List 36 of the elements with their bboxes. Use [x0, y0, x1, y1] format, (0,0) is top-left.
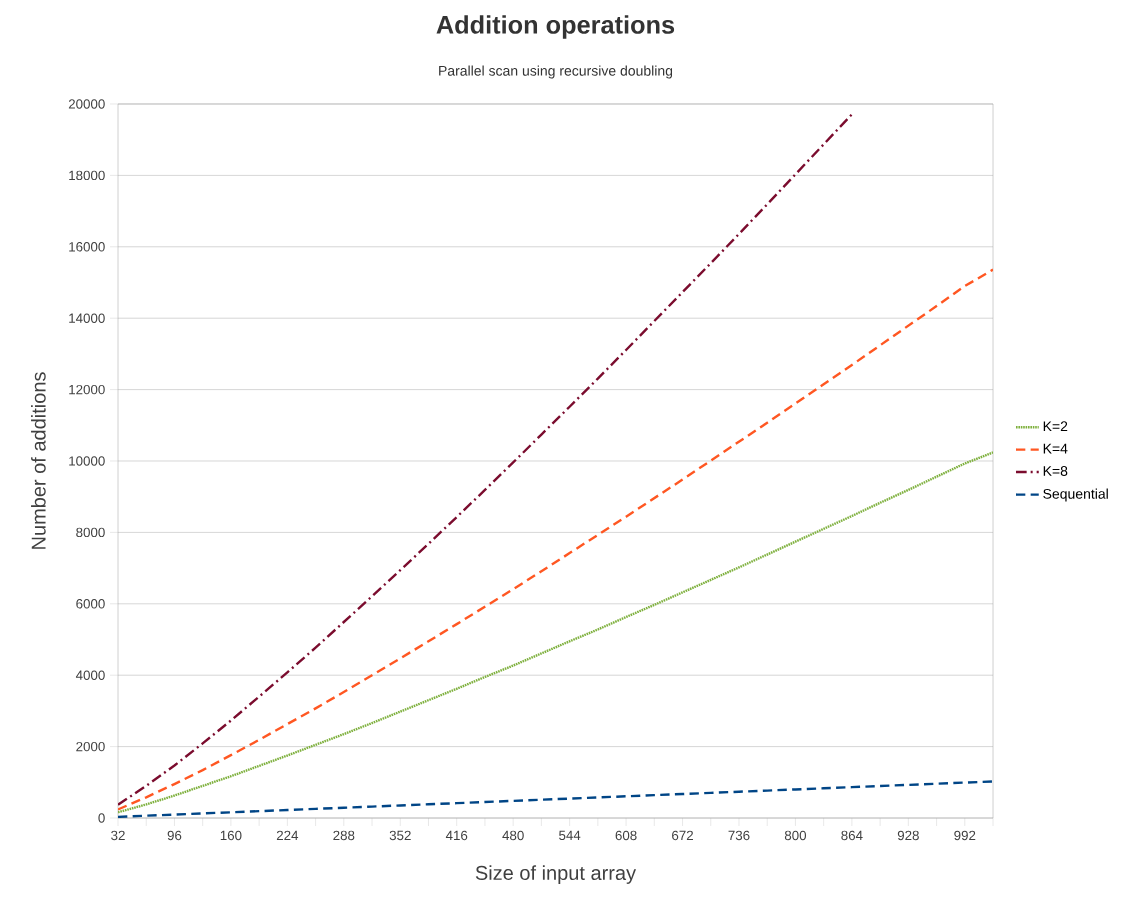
- x-tick-label: 416: [445, 830, 468, 841]
- x-tick-label: 992: [954, 830, 976, 841]
- y-tick-label: 4000: [75, 670, 105, 680]
- x-tick-label: 352: [389, 830, 411, 841]
- x-tick-label: 288: [333, 830, 355, 841]
- x-tick-label: 736: [728, 830, 750, 841]
- x-axis-title: Size of input array: [475, 865, 637, 884]
- y-tick-label: 10000: [69, 456, 105, 466]
- legend-label: K=8: [1043, 466, 1068, 476]
- x-tick-label: 928: [897, 830, 919, 841]
- chart-subtitle: Parallel scan using recursive doubling: [439, 65, 673, 79]
- x-tick-label: 544: [559, 830, 581, 841]
- x-tick-label: 96: [167, 830, 182, 841]
- y-tick-label: 20000: [68, 99, 105, 109]
- y-tick-label: 16000: [69, 242, 105, 252]
- x-tick-label: 160: [220, 830, 242, 841]
- x-tick-label: 672: [672, 830, 693, 841]
- y-tick-label: 14000: [69, 313, 105, 323]
- y-tick-label: 0: [98, 813, 105, 823]
- x-tick-label: 864: [841, 830, 863, 841]
- x-tick-label: 32: [111, 830, 125, 841]
- y-tick-label: 8000: [76, 527, 105, 538]
- x-tick-label: 480: [502, 830, 524, 841]
- y-tick-label: 6000: [76, 599, 105, 609]
- y-tick-label: 2000: [76, 741, 105, 752]
- chart-title: Addition operations: [436, 15, 675, 39]
- legend-label: K=2: [1043, 421, 1068, 432]
- y-axis-title: Number of additions: [31, 372, 46, 549]
- legend-label: K=4: [1043, 443, 1068, 454]
- legend-label: Sequential: [1043, 488, 1108, 502]
- y-tick-label: 18000: [69, 170, 105, 181]
- line-series: [118, 780, 994, 818]
- y-tick-label: 12000: [69, 384, 105, 395]
- x-tick-label: 608: [615, 830, 637, 841]
- x-tick-label: 800: [784, 830, 807, 841]
- x-tick-label: 224: [276, 830, 299, 841]
